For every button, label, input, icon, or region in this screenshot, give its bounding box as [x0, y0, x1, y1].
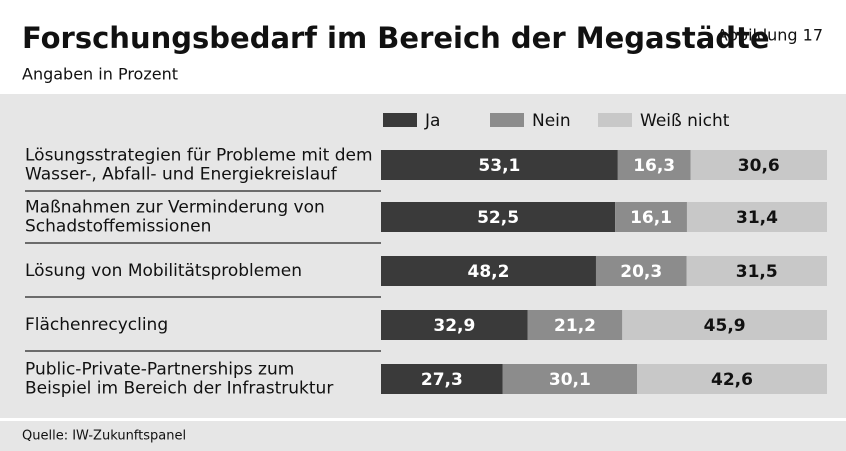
value-label: 48,2 — [468, 262, 510, 282]
value-label: 16,1 — [630, 208, 672, 228]
legend-label: Weiß nicht — [640, 111, 730, 131]
bar-segment — [381, 150, 618, 180]
bar-segment — [615, 202, 687, 232]
bar-segment — [381, 310, 528, 340]
chart-title: Forschungsbedarf im Bereich der Megastäd… — [22, 21, 770, 55]
bar-segment — [595, 256, 687, 286]
legend-swatch — [383, 113, 417, 127]
value-label: 30,6 — [738, 156, 780, 176]
value-label: 20,3 — [620, 262, 662, 282]
bar-segment — [502, 364, 638, 394]
value-label: 21,2 — [554, 316, 596, 336]
source: Quelle: IW-Zukunftspanel — [22, 429, 186, 444]
value-label: 27,3 — [421, 370, 463, 390]
bar-segment — [381, 364, 503, 394]
category-label: Lösung von Mobilitätsproblemen — [25, 261, 302, 281]
value-label: 42,6 — [711, 370, 753, 390]
value-label: 52,5 — [477, 208, 519, 228]
category-label: Public-Private-Partnerships zum Beispiel … — [25, 360, 333, 399]
bar-segment — [527, 310, 623, 340]
category-label: Lösungsstrategien für Probleme mit dem Wa… — [25, 146, 373, 185]
value-label: 30,1 — [549, 370, 591, 390]
bar-segment — [381, 202, 616, 232]
value-label: 32,9 — [433, 316, 475, 336]
legend-label: Nein — [532, 111, 571, 131]
bar-segment — [622, 310, 827, 340]
category-label: Maßnahmen zur Verminderung von Schadstoff… — [25, 198, 325, 237]
legend-label: Ja — [424, 111, 440, 131]
subtitle: Angaben in Prozent — [22, 65, 178, 84]
bar-segment — [686, 256, 827, 286]
value-label: 45,9 — [704, 316, 746, 336]
bar-segment — [686, 202, 827, 232]
value-label: 31,4 — [736, 208, 778, 228]
category-label: Flächenrecycling — [25, 315, 168, 335]
bar-segment — [690, 150, 827, 180]
legend-swatch — [598, 113, 632, 127]
bar-segment — [637, 364, 827, 394]
value-label: 16,3 — [633, 156, 675, 176]
legend-swatch — [490, 113, 524, 127]
value-label: 31,5 — [736, 262, 778, 282]
bar-segment — [381, 256, 596, 286]
figure-label: Abbildung 17 — [717, 26, 823, 45]
value-label: 53,1 — [478, 156, 520, 176]
footer-panel — [0, 421, 846, 451]
bar-segment — [617, 150, 691, 180]
